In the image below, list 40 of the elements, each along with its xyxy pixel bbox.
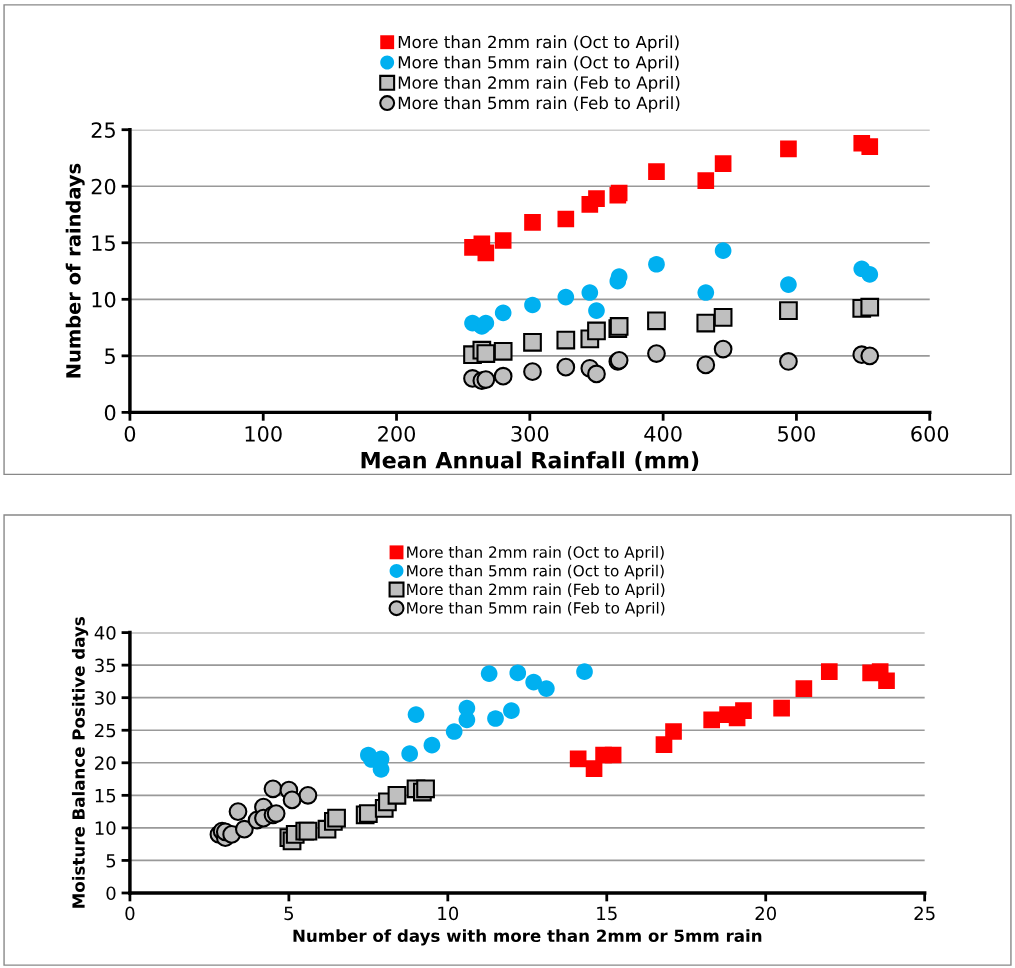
y-tick-label: 10 [95,821,116,835]
y-tick-label: 20 [95,756,116,770]
legend-label: More than 2mm rain (Oct to April) [398,35,679,52]
x-tick-label: 100 [245,425,282,442]
x-tick-label: 5 [284,906,294,921]
y-tick-label: 0 [104,404,116,421]
x-tick-label: 300 [511,425,549,442]
legend-label: More than 2mm rain (Oct to April) [407,546,664,561]
legend-label: More than 2mm rain (Feb to April) [407,583,665,599]
y-axis-title: Moisture Balance Positive days [71,617,89,908]
y-tick-label: 35 [95,658,116,673]
y-tick-label: 20 [91,178,116,195]
x-tick-label: 15 [597,906,617,921]
x-tick-label: 400 [644,425,682,442]
legend-label: More than 2mm rain (Feb to April) [398,75,680,93]
x-tick-label: 20 [755,906,776,921]
y-tick-label: 40 [94,626,116,640]
y-tick-label: 25 [91,122,115,138]
y-tick-label: 10 [92,291,116,308]
x-tick-label: 25 [914,906,935,921]
x-axis-title: Number of days with more than 2mm or 5mm rain [293,929,762,946]
x-tick-label: 0 [124,425,136,442]
legend-label: More than 5mm rain (Oct to April) [398,55,679,72]
legend-label: More than 5mm rain (Oct to April) [407,564,664,580]
y-tick-label: 25 [95,723,116,738]
x-tick-label: 200 [378,425,416,442]
x-tick-label: 600 [911,425,949,442]
x-tick-label: 0 [125,906,135,921]
y-tick-label: 30 [95,691,116,705]
y-tick-label: 15 [95,789,116,803]
y-tick-label: 5 [105,348,115,365]
legend-label: More than 5mm rain (Feb to April) [398,96,680,113]
y-tick-label: 5 [106,854,116,868]
y-axis-title: Number of raindays [65,163,85,378]
x-axis-title: Mean Annual Rainfall (mm) [361,451,699,472]
y-tick-label: 0 [106,886,116,901]
x-tick-label: 10 [438,906,459,921]
legend-label: More than 5mm rain (Feb to April) [407,601,665,617]
x-tick-label: 500 [778,425,815,442]
y-tick-label: 15 [92,235,115,251]
